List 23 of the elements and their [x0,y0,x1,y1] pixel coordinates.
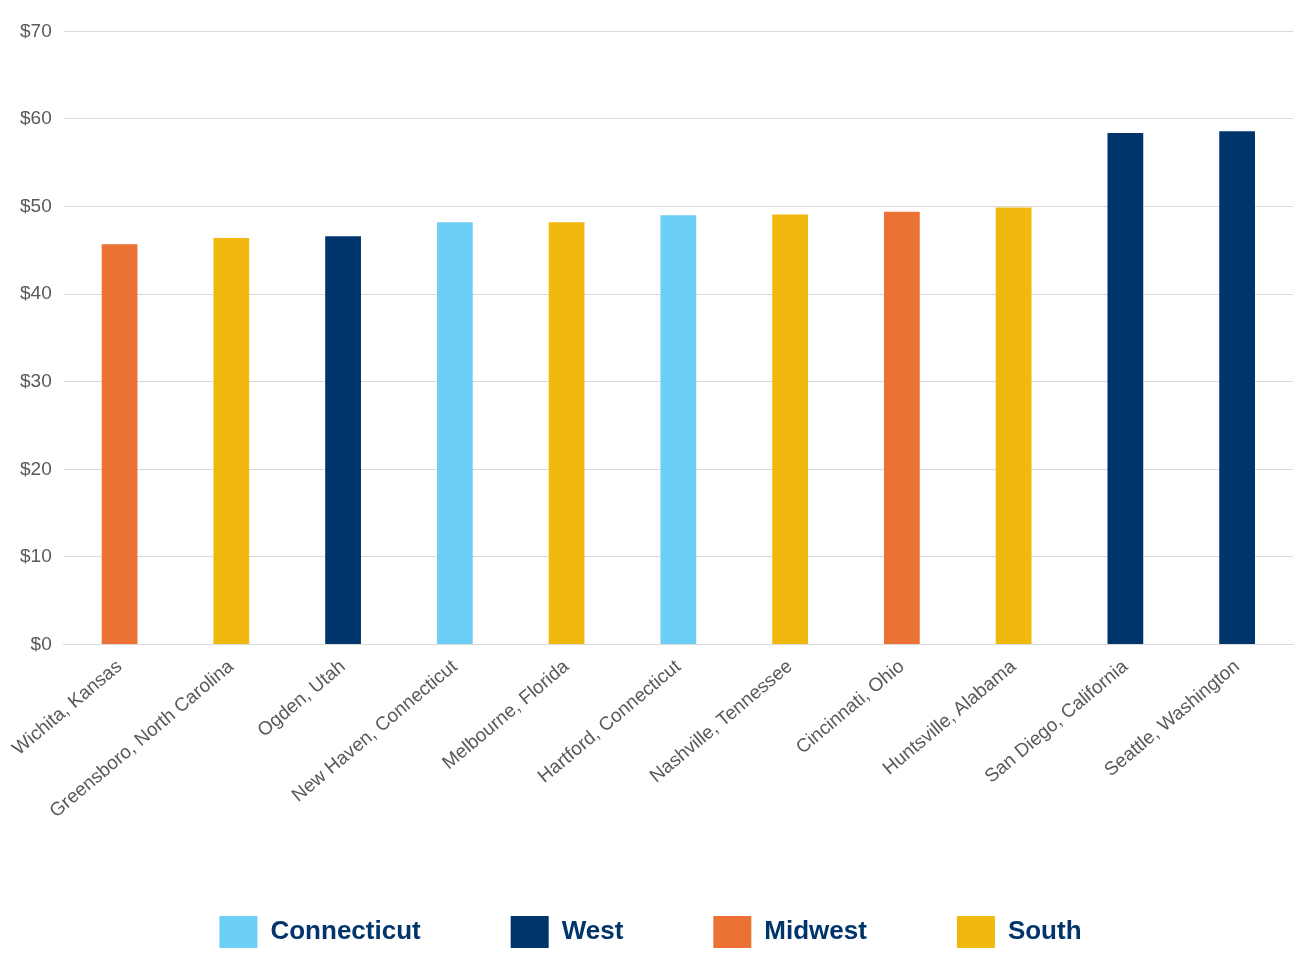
y-tick-label: $40 [20,282,52,304]
bar [883,211,920,645]
y-tick-label: $70 [20,19,52,41]
y-tick-label: $0 [30,632,52,654]
bar [660,215,697,645]
bar [436,222,473,645]
bar [548,222,585,645]
bar [325,236,361,645]
y-tick-label: $30 [20,369,52,391]
y-tick-label: $60 [20,107,52,129]
legend-label: Midwest [764,915,868,946]
bar [772,214,808,645]
bar [213,238,250,645]
bar [1219,131,1255,645]
y-tick-label: $50 [20,194,52,216]
legend-label: West [561,915,624,946]
y-tick-label: $20 [20,457,52,479]
y-tick-label: $10 [20,545,52,567]
legend-label: South [1007,915,1082,946]
legend-label: Connecticut [270,915,422,946]
bar [1107,133,1144,645]
bar [995,207,1032,645]
bar [101,244,138,645]
